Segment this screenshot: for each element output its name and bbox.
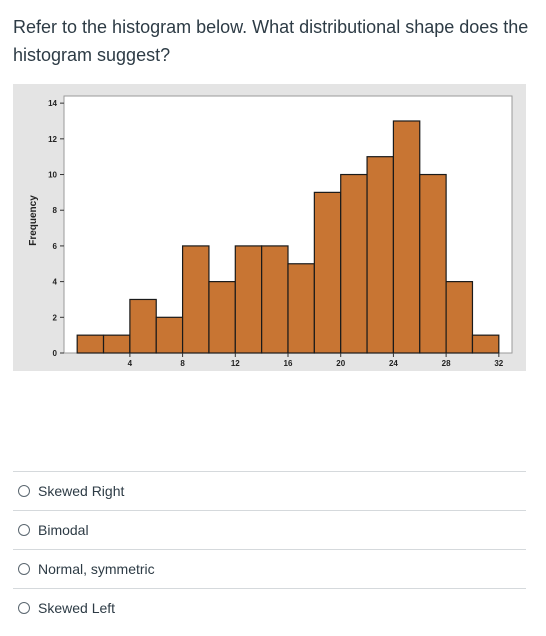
histogram-bar (392, 120, 421, 354)
histogram-bar (234, 245, 263, 354)
histogram-bar (102, 334, 131, 354)
x-tick-label: 28 (442, 359, 451, 368)
histogram-bar (76, 334, 105, 354)
y-tick-label: 8 (53, 206, 58, 215)
answer-option-normal-symmetric[interactable]: Normal, symmetric (13, 549, 526, 588)
histogram-bar (155, 316, 184, 354)
x-tick-label: 16 (284, 359, 293, 368)
histogram-bar (208, 281, 236, 354)
x-tick-label: 32 (494, 359, 503, 368)
histogram-bar (366, 156, 395, 354)
y-tick-label: 10 (48, 171, 57, 180)
radio-icon[interactable] (18, 485, 30, 497)
histogram-bar (129, 298, 157, 354)
answer-label: Skewed Left (38, 600, 116, 616)
histogram-bar (419, 173, 447, 354)
histogram-bar (181, 245, 210, 354)
x-tick-label: 24 (389, 359, 398, 368)
answer-list: Skewed Right Bimodal Normal, symmetric S… (13, 471, 526, 627)
histogram-bar (340, 173, 368, 354)
answer-label: Skewed Right (38, 483, 125, 499)
radio-icon[interactable] (18, 563, 30, 575)
y-tick-label: 12 (48, 135, 57, 144)
histogram-bar (471, 334, 500, 354)
radio-icon[interactable] (18, 602, 30, 614)
answer-option-skewed-left[interactable]: Skewed Left (13, 588, 526, 627)
radio-icon[interactable] (18, 524, 30, 536)
histogram-chart: 0 2 4 6 8 10 12 14 4 8 12 16 20 24 28 32 Frequency (13, 84, 526, 371)
y-tick-label: 14 (48, 99, 57, 108)
answer-label: Normal, symmetric (38, 561, 155, 577)
histogram-bar (313, 191, 342, 354)
y-tick-label: 4 (53, 278, 58, 287)
y-tick-label: 0 (53, 349, 58, 358)
histogram-bar (287, 263, 315, 354)
y-tick-label: 6 (53, 242, 58, 251)
x-tick-label: 4 (128, 359, 133, 368)
y-axis-label: Frequency (28, 195, 39, 246)
x-tick-label: 20 (336, 359, 345, 368)
question-text: Refer to the histogram below. What distr… (13, 17, 529, 65)
histogram-bar (445, 281, 474, 354)
y-tick-label: 2 (53, 313, 58, 322)
histogram-bar (261, 245, 289, 354)
answer-label: Bimodal (38, 522, 89, 538)
x-tick-label: 8 (180, 359, 185, 368)
answer-option-bimodal[interactable]: Bimodal (13, 510, 526, 549)
answer-option-skewed-right[interactable]: Skewed Right (13, 471, 526, 510)
x-tick-label: 12 (231, 359, 240, 368)
